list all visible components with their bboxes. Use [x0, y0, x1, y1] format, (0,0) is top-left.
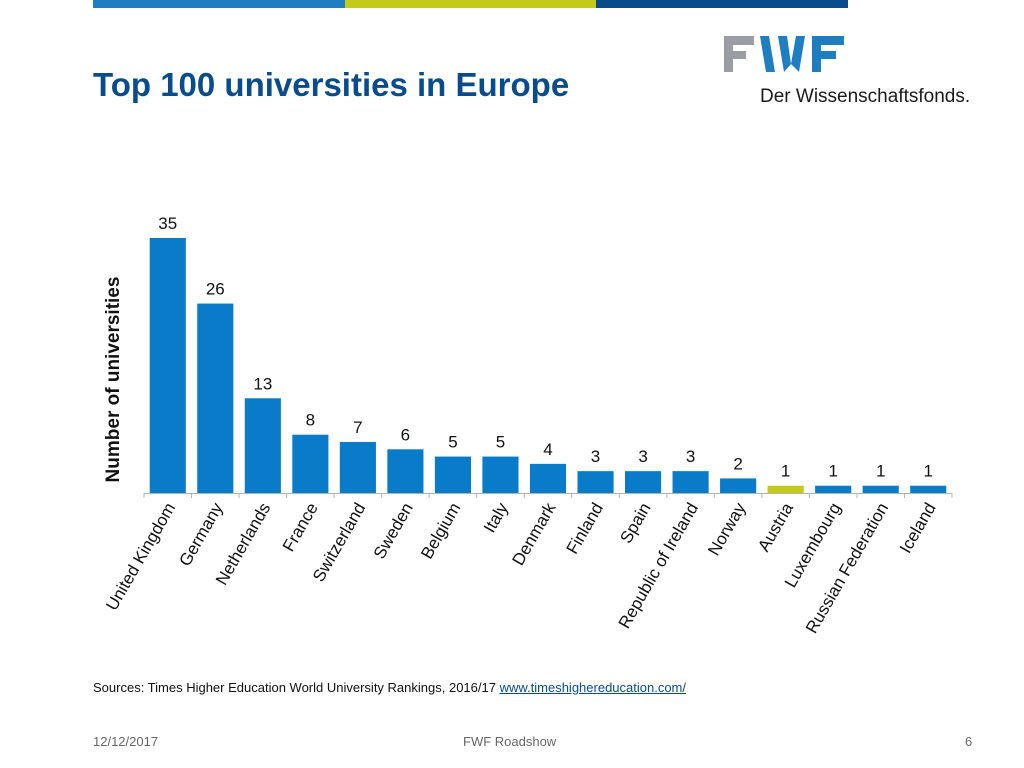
x-tick-label: Finland	[563, 500, 607, 558]
sources-text: Sources: Times Higher Education World Un…	[93, 680, 496, 695]
footer-title: FWF Roadshow	[463, 734, 557, 749]
x-tick-label: France	[279, 500, 322, 555]
data-label: 3	[686, 447, 695, 466]
y-axis-title: Number of universities	[103, 277, 124, 483]
x-tick-label: Austria	[754, 499, 797, 555]
bar-denmark	[529, 463, 567, 493]
bar-belgium	[434, 456, 472, 493]
data-label: 8	[306, 411, 315, 430]
x-tick-label: United Kingdom	[102, 500, 179, 614]
data-label: 3	[591, 447, 600, 466]
x-tick-label: Denmark	[509, 499, 560, 569]
data-label: 3	[638, 447, 647, 466]
bar-russian-federation	[862, 485, 899, 493]
bar-norway	[720, 478, 757, 493]
sources-note: Sources: Times Higher Education World Un…	[93, 680, 686, 695]
bar-austria	[767, 485, 804, 493]
data-label: 1	[828, 462, 837, 481]
page-number: 6	[965, 734, 973, 749]
x-tick-label: Spain	[616, 500, 654, 547]
bar-sweden	[387, 449, 424, 493]
x-tick-label: Belgium	[417, 500, 464, 563]
fwf-logo	[724, 36, 844, 72]
page-title: Top 100 universities in Europe	[93, 66, 570, 103]
bar-spain	[624, 471, 662, 493]
bar-luxembourg	[815, 485, 852, 493]
data-label: 13	[253, 374, 272, 393]
bar-italy	[482, 456, 519, 493]
x-tick-label: Norway	[704, 499, 750, 559]
fwf-logo-mark	[724, 36, 844, 72]
data-label: 26	[206, 280, 225, 299]
data-label: 1	[924, 462, 933, 481]
data-label: 6	[401, 425, 410, 444]
bar-germany	[197, 303, 234, 493]
data-label: 35	[158, 214, 177, 233]
bar-united-kingdom	[149, 238, 186, 493]
data-label: 5	[496, 433, 505, 452]
logo-tagline: Der Wissenschaftsfonds.	[760, 86, 971, 107]
header-color-bar	[93, 0, 849, 8]
footer-date: 12/12/2017	[93, 734, 159, 749]
data-label: 7	[353, 418, 362, 437]
bar-switzerland	[339, 442, 376, 493]
bar-france	[292, 434, 329, 493]
header-bar-segment-green	[344, 0, 597, 8]
x-tick-label: Iceland	[896, 500, 940, 557]
header-bar-segment-navy	[596, 0, 849, 8]
data-label: 2	[733, 454, 742, 473]
x-tick-label: Italy	[480, 499, 512, 536]
data-label: 4	[543, 440, 552, 459]
x-tick-label: Germany	[175, 499, 227, 569]
data-label: 5	[448, 433, 457, 452]
bar-republic-of-ireland	[672, 471, 709, 493]
x-tick-label: Sweden	[370, 500, 417, 563]
sources-link[interactable]: www.timeshighereducation.com/	[499, 680, 686, 695]
data-label: 1	[876, 462, 885, 481]
bar-finland	[577, 471, 614, 493]
header-bar-segment-blue	[93, 0, 345, 8]
data-label: 1	[781, 462, 790, 481]
bar-iceland	[910, 485, 947, 493]
bar-netherlands	[244, 398, 281, 493]
